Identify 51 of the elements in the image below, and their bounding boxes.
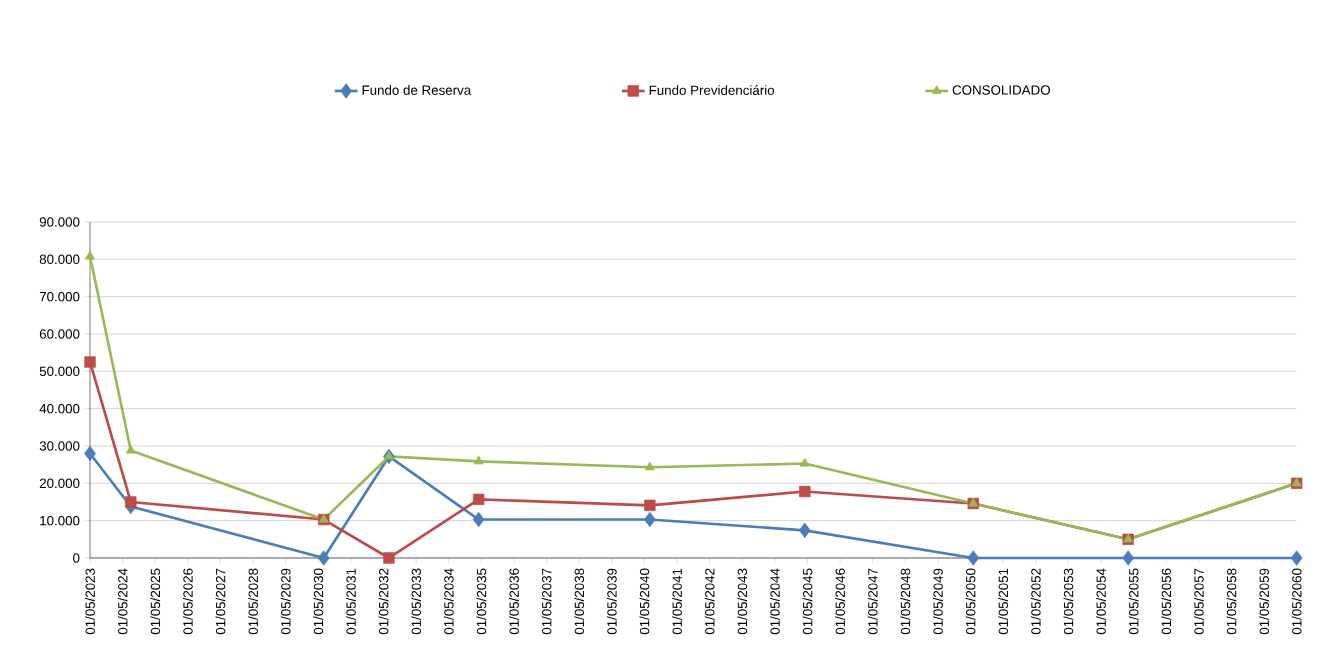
x-tick-label: 01/05/2059 bbox=[1259, 568, 1269, 635]
x-tick-label: 01/05/2055 bbox=[1128, 568, 1139, 635]
x-tick-label: 01/05/2049 bbox=[933, 568, 943, 635]
y-tick-label: 10.000 bbox=[40, 515, 80, 526]
x-tick-label: 01/05/2025 bbox=[150, 568, 161, 635]
y-tick-label: 0 bbox=[73, 553, 80, 563]
x-tick-label: 01/05/2039 bbox=[606, 568, 617, 635]
x-tick-label: 01/05/2047 bbox=[867, 568, 878, 635]
x-tick-label: 01/05/2057 bbox=[1193, 568, 1204, 635]
x-tick-label: 01/05/2028 bbox=[248, 568, 258, 635]
x-tick-label: 01/05/2051 bbox=[998, 568, 1009, 635]
x-tick-label: 01/05/2027 bbox=[215, 568, 226, 635]
x-tick-label: 01/05/2060 bbox=[1291, 568, 1302, 635]
x-tick-label: 01/05/2038 bbox=[574, 568, 585, 635]
y-tick-label: 60.000 bbox=[39, 329, 80, 339]
x-tick-label: 01/05/2023 bbox=[85, 568, 95, 635]
legend-label: CONSOLIDADO bbox=[952, 85, 1050, 95]
x-tick-label: 01/05/2041 bbox=[672, 568, 682, 635]
x-tick-label: 01/05/2053 bbox=[1063, 568, 1074, 635]
x-tick-label: 01/05/2031 bbox=[346, 568, 356, 635]
x-tick-label: 01/05/2045 bbox=[802, 568, 813, 635]
x-tick-label: 01/05/2026 bbox=[182, 568, 193, 635]
x-tick-label: 01/05/2052 bbox=[1030, 568, 1041, 635]
x-tick-label: 01/05/2056 bbox=[1161, 568, 1172, 635]
x-tick-label: 01/05/2033 bbox=[411, 568, 422, 635]
legend-label: Fundo de Reserva bbox=[362, 85, 472, 95]
x-tick-label: 01/05/2030 bbox=[313, 568, 324, 635]
x-tick-label: 01/05/2054 bbox=[1096, 568, 1106, 635]
x-tick-label: 01/05/2034 bbox=[443, 568, 454, 635]
y-tick-label: 20.000 bbox=[39, 478, 80, 489]
x-tick-label: 01/05/2032 bbox=[378, 568, 389, 635]
x-tick-label: 01/05/2035 bbox=[476, 568, 487, 635]
y-tick-label: 40.000 bbox=[39, 403, 80, 414]
x-tick-label: 01/05/2044 bbox=[769, 568, 780, 635]
x-tick-label: 01/05/2046 bbox=[835, 568, 845, 635]
y-tick-label: 30.000 bbox=[39, 441, 80, 451]
x-tick-label: 01/05/2058 bbox=[1226, 568, 1237, 635]
x-tick-label: 01/05/2024 bbox=[117, 568, 128, 635]
x-tick-label: 01/05/2050 bbox=[965, 568, 976, 635]
x-tick-label: 01/05/2037 bbox=[541, 568, 552, 635]
x-tick-label: 01/05/2029 bbox=[280, 568, 291, 635]
x-tick-label: 01/05/2048 bbox=[900, 568, 911, 635]
y-tick-label: 50.000 bbox=[39, 366, 80, 377]
x-tick-label: 01/05/2043 bbox=[737, 568, 748, 635]
y-tick-label: 80.000 bbox=[39, 254, 80, 265]
x-tick-label: 01/05/2042 bbox=[704, 568, 715, 635]
x-tick-label: 01/05/2040 bbox=[639, 568, 650, 635]
y-tick-label: 90.000 bbox=[39, 217, 80, 227]
y-tick-label: 70.000 bbox=[39, 291, 80, 302]
x-tick-label: 01/05/2036 bbox=[509, 568, 519, 635]
legend-label: Fundo Previdenciário bbox=[649, 85, 775, 95]
